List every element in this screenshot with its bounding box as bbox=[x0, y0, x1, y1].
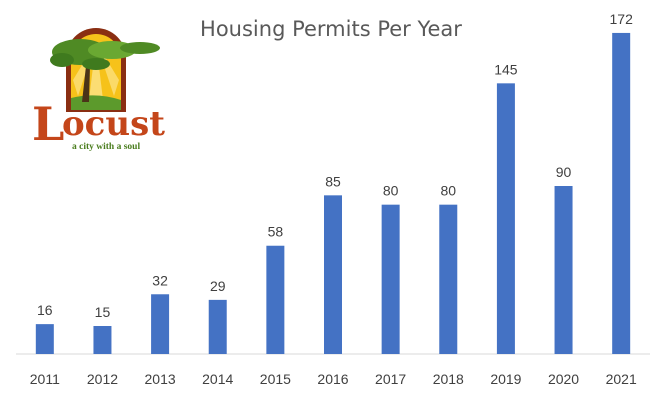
locust-logo: L ocust a city with a soul bbox=[32, 28, 165, 152]
x-tick-label-2015: 2015 bbox=[260, 371, 291, 387]
bar-2012 bbox=[93, 326, 112, 354]
logo-tree-canopy bbox=[50, 53, 74, 67]
x-tick-label-2012: 2012 bbox=[87, 371, 118, 387]
chart-title: Housing Permits Per Year bbox=[200, 17, 462, 41]
bar-2017 bbox=[381, 204, 400, 354]
bar-2011 bbox=[35, 324, 54, 354]
data-label-2021: 172 bbox=[610, 11, 634, 27]
x-tick-label-2021: 2021 bbox=[606, 371, 637, 387]
bar-2020 bbox=[554, 186, 573, 354]
x-tick-label-2011: 2011 bbox=[30, 371, 60, 387]
bar-2018 bbox=[439, 204, 458, 354]
x-tick-label-2013: 2013 bbox=[145, 371, 176, 387]
data-label-2019: 145 bbox=[494, 61, 518, 77]
bars-group bbox=[35, 32, 631, 354]
bar-2021 bbox=[612, 32, 631, 354]
data-label-2014: 29 bbox=[210, 278, 226, 294]
logo-tree-canopy bbox=[120, 42, 160, 54]
bar-2019 bbox=[496, 83, 515, 354]
data-label-2018: 80 bbox=[440, 183, 456, 199]
x-tick-label-2016: 2016 bbox=[317, 371, 348, 387]
x-tick-label-2018: 2018 bbox=[433, 371, 464, 387]
data-label-2016: 85 bbox=[325, 173, 341, 189]
bar-2016 bbox=[324, 195, 342, 354]
data-label-2011: 16 bbox=[37, 302, 53, 318]
bar-2014 bbox=[208, 299, 227, 354]
logo-sunray bbox=[88, 42, 104, 108]
data-label-2012: 15 bbox=[95, 304, 111, 320]
logo-tree-trunk bbox=[82, 66, 90, 102]
x-tick-label-2019: 2019 bbox=[490, 371, 521, 387]
x-tick-labels-group: 2011 2012 2013 2014 2015 2016 2017 2018 2019 2020… bbox=[30, 371, 637, 387]
x-tick-label-2017: 2017 bbox=[375, 371, 406, 387]
data-label-2015: 58 bbox=[268, 224, 284, 240]
logo-tagline: a city with a soul bbox=[72, 142, 140, 152]
data-label-2020: 90 bbox=[556, 164, 572, 180]
logo-tree-canopy bbox=[82, 58, 110, 70]
x-tick-label-2020: 2020 bbox=[548, 371, 579, 387]
x-tick-label-2014: 2014 bbox=[202, 371, 233, 387]
logo-wordmark-initial: L bbox=[32, 97, 64, 151]
bar-2015 bbox=[266, 245, 285, 354]
logo-wordmark-rest: ocust bbox=[62, 104, 165, 144]
data-label-2017: 80 bbox=[383, 183, 399, 199]
bar-2013 bbox=[151, 294, 170, 354]
data-label-2013: 32 bbox=[152, 272, 168, 288]
data-labels-group: 16 15 32 29 58 85 80 80 145 90 172 bbox=[37, 11, 633, 320]
